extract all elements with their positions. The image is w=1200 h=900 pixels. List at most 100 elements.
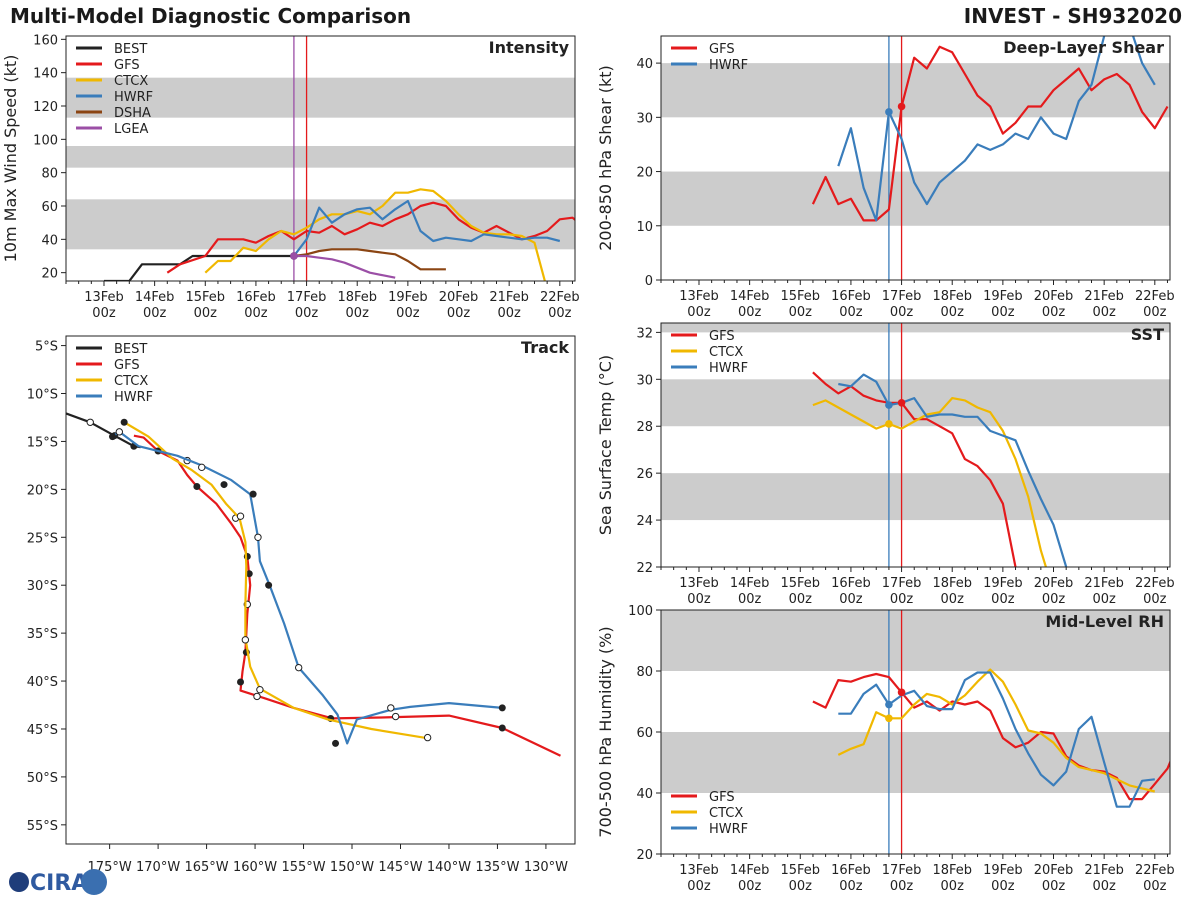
track-legend-label: CTCX: [114, 374, 148, 389]
shear-panel: 01020304013Feb00z14Feb00z15Feb00z16Feb00…: [596, 35, 1175, 320]
track-legend-label: HWRF: [114, 390, 153, 405]
track-xtick-label: 160°W: [233, 860, 277, 875]
intensity-legend-label: GFS: [114, 58, 140, 73]
shear-xtick-label: 18Feb: [932, 289, 972, 304]
intensity-ytick-label: 160: [33, 33, 58, 48]
shear-ytick-label: 20: [636, 166, 653, 181]
intensity-xtick-label: 00z: [497, 306, 521, 321]
intensity-series-ctcx: [204, 188, 546, 281]
intensity-xtick-label: 21Feb: [489, 290, 529, 305]
track-legend-label: BEST: [114, 342, 147, 357]
cira-logo-text: CIRA: [30, 871, 88, 896]
rh-legend-label: HWRF: [709, 822, 748, 837]
intensity-band-2: [66, 77, 575, 118]
rh-xtick-label: 00z: [941, 879, 965, 894]
shear-series-hwrf: [837, 36, 1156, 222]
sst-ytick-label: 22: [636, 561, 653, 576]
intensity-ytick-label: 120: [33, 100, 58, 115]
rh-marker-hwrf: [885, 700, 893, 709]
shear-xtick-label: 15Feb: [780, 289, 820, 304]
sst-xtick-label: 00z: [1092, 592, 1116, 607]
track-panel: 5°S 10°S 15°S 20°S 25°S 30°S 35°S 40°S 45°S 50°S 5…: [27, 335, 576, 875]
intensity-xtick-label: 00z: [244, 306, 268, 321]
rh-panel: 2040608010013Feb00z14Feb00z15Feb00z16Feb…: [596, 604, 1175, 894]
sst-ytick-label: 30: [636, 373, 653, 388]
intensity-panel: 2040608010012014016013Feb00z14Feb00z15Fe…: [1, 33, 580, 321]
sst-plot-area: [661, 323, 1170, 567]
shear-frame: [660, 35, 1171, 281]
intensity-xtick-label: 00z: [447, 306, 471, 321]
rh-ytick-label: 20: [636, 848, 653, 863]
rh-marker-gfs: [897, 688, 906, 697]
track-track-open-ctcx-4: [253, 692, 261, 701]
track-track-point-gfs-5: [237, 678, 245, 686]
shear-legend-label: HWRF: [709, 58, 748, 73]
rh-band-0: [661, 732, 1170, 793]
cira-globe-icon: [9, 872, 29, 892]
intensity-ytick-label: 40: [41, 233, 58, 248]
track-series-hwrf: [111, 430, 503, 745]
intensity-ytick-label: 60: [41, 200, 58, 215]
track-frame: [65, 335, 576, 845]
rh-xtick-label: 00z: [991, 879, 1015, 894]
intensity-xtick-label: 15Feb: [185, 290, 225, 305]
intensity-legend-label: BEST: [114, 42, 147, 57]
track-track-point-hwrf-0: [109, 433, 117, 441]
sst-xtick-label: 21Feb: [1084, 576, 1124, 591]
track-xtick-label: 165°W: [184, 860, 228, 875]
track-track-open-hwrf-3: [294, 663, 303, 672]
intensity-xtick-label: 22Feb: [540, 290, 580, 305]
cira-swirl-icon: [81, 869, 107, 895]
shear-ytick-label: 10: [636, 220, 653, 235]
intensity-xtick-label: 00z: [548, 306, 572, 321]
sst-ytick-label: 24: [636, 514, 653, 529]
track-ytick-label: 40°S: [27, 675, 58, 690]
intensity-marker-lgea: [290, 252, 298, 260]
rh-xtick-label: 00z: [1143, 879, 1167, 894]
shear-xtick-label: 00z: [839, 305, 863, 320]
shear-ytick-label: 0: [645, 274, 653, 289]
sst-ytick-label: 28: [636, 420, 653, 435]
rh-xtick-label: 21Feb: [1084, 863, 1124, 878]
intensity-legend-label: CTCX: [114, 74, 148, 89]
intensity-xtick-label: 00z: [143, 306, 167, 321]
shear-legend-label: GFS: [709, 42, 735, 57]
track-track-open-hwrf-4: [387, 704, 395, 712]
rh-xtick-label: 16Feb: [831, 863, 871, 878]
sst-marker-gfs: [897, 398, 906, 407]
track-ytick-label: 5°S: [35, 340, 58, 355]
sst-ylabel: Sea Surface Temp (°C): [596, 355, 615, 535]
intensity-series-dsha: [293, 248, 446, 271]
intensity-series-hwrf: [293, 199, 561, 257]
sst-xtick-label: 22Feb: [1135, 576, 1175, 591]
sst-xtick-label: 13Feb: [679, 576, 719, 591]
sst-xtick-label: 14Feb: [730, 576, 770, 591]
track-ytick-label: 35°S: [27, 627, 58, 642]
shear-ylabel: 200-850 hPa Shear (kt): [596, 65, 615, 251]
track-plot-area: [66, 412, 561, 757]
intensity-xtick-label: 16Feb: [236, 290, 276, 305]
rh-title: Mid-Level RH: [1045, 612, 1164, 631]
track-xtick-label: 155°W: [281, 860, 325, 875]
track-track-open-hwrf-2: [254, 533, 262, 541]
intensity-band-0: [66, 199, 575, 250]
track-ytick-label: 20°S: [27, 483, 58, 498]
sst-band-2: [661, 323, 1170, 333]
shear-xtick-label: 13Feb: [679, 289, 719, 304]
intensity-ylabel: 10m Max Wind Speed (kt): [1, 55, 20, 263]
sst-xtick-label: 00z: [687, 592, 711, 607]
intensity-legend-label: DSHA: [114, 106, 151, 121]
track-track-open-best-0: [86, 418, 94, 426]
rh-legend-label: GFS: [709, 790, 735, 805]
intensity-xtick-label: 00z: [346, 306, 370, 321]
rh-band-1: [661, 610, 1170, 671]
shear-series-gfs: [811, 45, 1169, 222]
rh-xtick-label: 00z: [687, 879, 711, 894]
track-series-ctcx: [123, 421, 430, 740]
rh-ylabel: 700-500 hPa Humidity (%): [596, 626, 615, 837]
sst-legend-label: GFS: [709, 329, 735, 344]
intensity-band-1: [66, 146, 575, 168]
sst-xtick-label: 00z: [1143, 592, 1167, 607]
rh-xtick-label: 20Feb: [1034, 863, 1074, 878]
